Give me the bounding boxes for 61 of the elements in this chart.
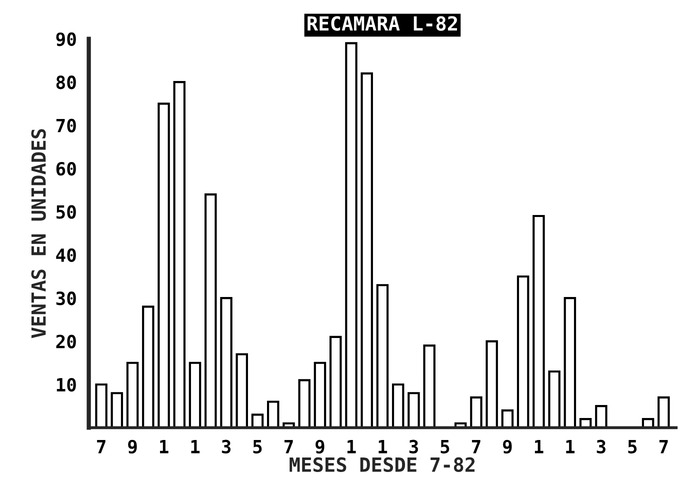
- x-tick-label: 1: [534, 440, 544, 454]
- bar: [220, 297, 232, 428]
- x-tick-label: 7: [97, 440, 106, 454]
- y-tick-label: 80: [56, 76, 76, 90]
- y-tick-label: 70: [56, 118, 76, 132]
- x-tick-label: 9: [316, 440, 324, 454]
- bar: [298, 379, 310, 428]
- bar: [423, 344, 436, 428]
- x-tick-label: 7: [472, 440, 480, 454]
- bar: [470, 396, 482, 428]
- bar: [329, 336, 342, 428]
- y-axis-title: VENTAS EN UNIDADES: [31, 129, 46, 338]
- bar: [392, 383, 404, 428]
- bar: [236, 353, 248, 428]
- x-tick-label: 1: [160, 440, 168, 454]
- y-tick-label: 90: [56, 32, 76, 46]
- x-tick-label: 7: [659, 440, 668, 454]
- y-tick-label: 10: [56, 378, 76, 392]
- x-tick-label: 1: [378, 440, 388, 454]
- bar: [188, 362, 202, 428]
- bar: [110, 392, 124, 428]
- bar: [532, 214, 545, 428]
- bar: [251, 414, 264, 428]
- x-tick-label: 5: [628, 440, 637, 454]
- bar: [314, 362, 326, 428]
- bar: [360, 72, 373, 428]
- y-tick-label: 30: [56, 292, 76, 306]
- bar: [595, 405, 608, 428]
- x-tick-label: 7: [284, 440, 293, 454]
- x-tick-label: 3: [596, 440, 606, 454]
- x-tick-label: 3: [222, 440, 231, 454]
- bar: [142, 306, 154, 428]
- x-tick-label: 9: [503, 440, 512, 454]
- bar: [658, 396, 670, 428]
- bar: [95, 383, 108, 428]
- bar: [516, 275, 530, 428]
- x-tick-label: 5: [440, 440, 450, 454]
- bar: [126, 362, 139, 428]
- y-tick-label: 50: [56, 205, 76, 219]
- bar: [173, 81, 186, 428]
- bar: [408, 392, 420, 428]
- bar: [376, 284, 389, 428]
- x-tick-label: 1: [566, 440, 575, 454]
- bar: [486, 340, 498, 428]
- x-tick-label: 1: [191, 440, 200, 454]
- y-tick-label: 60: [56, 162, 76, 176]
- y-tick-label: 40: [56, 248, 76, 262]
- y-tick-label: 20: [56, 334, 76, 348]
- x-tick-label: 1: [347, 440, 356, 454]
- chart-title: RECAMARA L-82: [308, 16, 457, 31]
- bar: [158, 102, 170, 428]
- bar: [204, 193, 217, 428]
- x-tick-label: 5: [253, 440, 262, 454]
- x-tick-label: 9: [128, 440, 137, 454]
- bar: [548, 370, 560, 428]
- x-axis-title: MESES DESDE 7-82: [290, 457, 475, 472]
- bar: [345, 42, 358, 428]
- x-tick-label: 3: [409, 440, 418, 454]
- bar: [564, 297, 576, 428]
- bar: [267, 400, 280, 428]
- bar: [501, 409, 514, 428]
